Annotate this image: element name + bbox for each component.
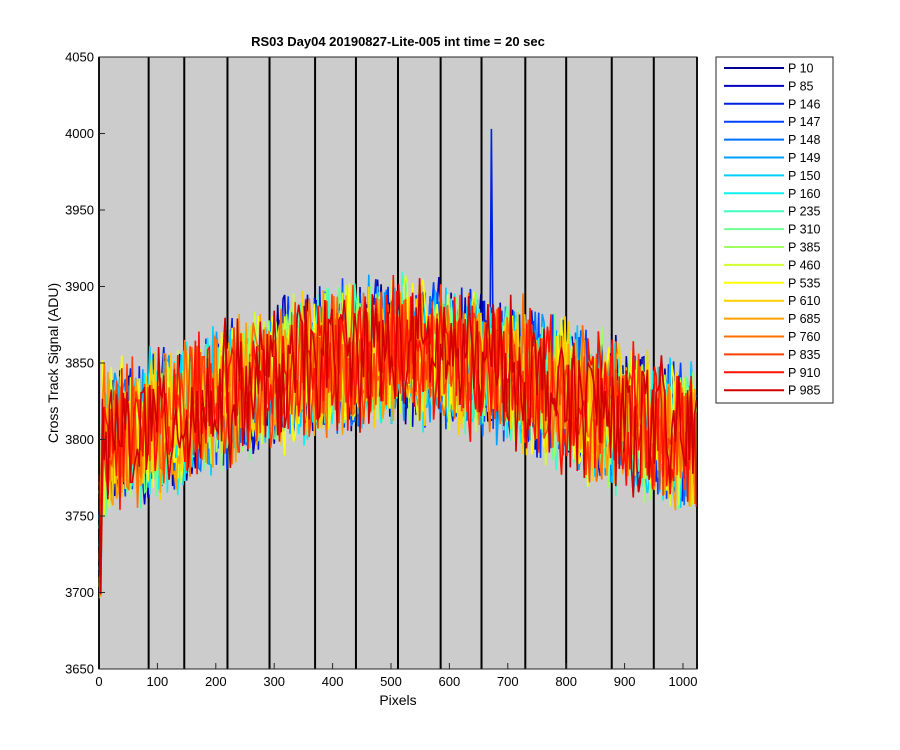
x-tick-label: 600: [439, 674, 461, 689]
legend-label: P 150: [788, 169, 820, 183]
series-lines: [98, 128, 698, 599]
legend-item: P 85: [724, 79, 814, 93]
legend-label: P 985: [788, 384, 820, 398]
y-tick-label: 3850: [65, 356, 94, 371]
legend-item: P 146: [724, 97, 820, 111]
chart-title: RS03 Day04 20190827-Lite-005 int time = …: [251, 34, 545, 49]
legend-item: P 235: [724, 205, 820, 219]
x-tick-label: 400: [322, 674, 344, 689]
y-tick-label: 3750: [65, 509, 94, 524]
legend-label: P 235: [788, 205, 820, 219]
legend-label: P 835: [788, 348, 820, 362]
y-tick-label: 3700: [65, 585, 94, 600]
x-axis: 0 100 200 300 400 500 600 700 800 900 1000: [95, 663, 697, 689]
legend-label: P 149: [788, 151, 820, 165]
x-tick-label: 200: [205, 674, 227, 689]
x-tick-label: 700: [497, 674, 519, 689]
legend-item: P 985: [724, 384, 820, 398]
legend-label: P 385: [788, 241, 820, 255]
legend-item: P 160: [724, 187, 820, 201]
legend-item: P 535: [724, 276, 820, 290]
legend-item: P 685: [724, 312, 820, 326]
legend-item: P 835: [724, 348, 820, 362]
legend-label: P 10: [788, 62, 814, 76]
legend-item: P 310: [724, 223, 820, 237]
legend-label: P 146: [788, 97, 820, 111]
x-tick-label: 500: [380, 674, 402, 689]
legend-label: P 148: [788, 133, 820, 147]
legend-label: P 85: [788, 79, 814, 93]
series-line-p-985: [98, 278, 698, 595]
legend-label: P 310: [788, 223, 820, 237]
x-tick-label: 300: [263, 674, 285, 689]
y-tick-label: 3950: [65, 203, 94, 218]
legend-label: P 610: [788, 294, 820, 308]
legend-label: P 460: [788, 258, 820, 272]
legend-item: P 150: [724, 169, 820, 183]
x-tick-label: 800: [555, 674, 577, 689]
legend-item: P 149: [724, 151, 820, 165]
y-tick-label: 4000: [65, 126, 94, 141]
legend-item: P 460: [724, 258, 820, 272]
y-axis-label: Cross Track Signal (ADU): [45, 283, 61, 443]
legend-item: P 385: [724, 241, 820, 255]
x-axis-label: Pixels: [379, 692, 416, 708]
y-tick-label: 3650: [65, 662, 94, 677]
y-tick-label: 3900: [65, 279, 94, 294]
legend-label: P 685: [788, 312, 820, 326]
legend-item: P 147: [724, 115, 820, 129]
y-tick-label: 4050: [65, 50, 94, 65]
legend-item: P 910: [724, 366, 820, 380]
legend-label: P 760: [788, 330, 820, 344]
y-tick-label: 3800: [65, 432, 94, 447]
legend-label: P 160: [788, 187, 820, 201]
x-tick-label: 0: [95, 674, 102, 689]
legend-label: P 910: [788, 366, 820, 380]
legend: P 10 P 85 P 146 P 147 P 148 P 149 P 150 P 160 P …: [715, 56, 834, 404]
legend-item: P 610: [724, 294, 820, 308]
x-tick-label: 900: [614, 674, 636, 689]
y-axis: 3650 3700 3750 3800 3850 3900 3950 4000 4050: [65, 50, 105, 677]
x-tick-label: 1000: [669, 674, 698, 689]
legend-item: P 10: [724, 62, 814, 76]
x-tick-label: 100: [147, 674, 169, 689]
legend-item: P 148: [724, 133, 820, 147]
legend-item: P 760: [724, 330, 820, 344]
legend-label: P 535: [788, 276, 820, 290]
legend-label: P 147: [788, 115, 820, 129]
